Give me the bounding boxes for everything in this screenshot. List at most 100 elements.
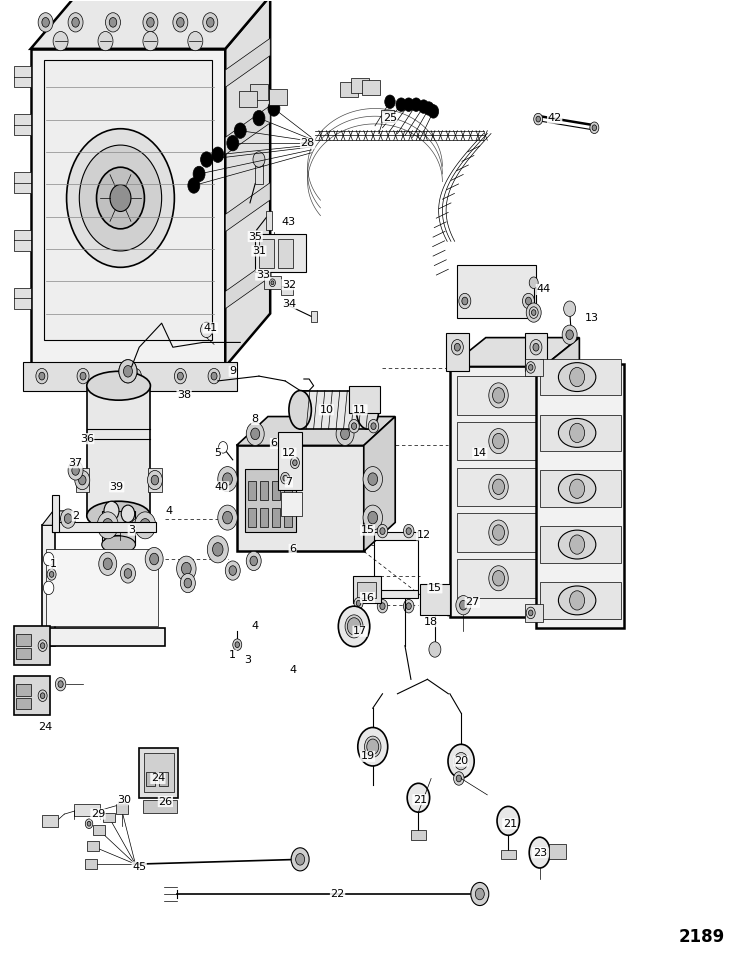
Circle shape bbox=[251, 428, 260, 440]
Circle shape bbox=[476, 888, 484, 899]
Circle shape bbox=[67, 129, 174, 267]
Ellipse shape bbox=[559, 418, 596, 447]
Circle shape bbox=[44, 552, 54, 566]
Circle shape bbox=[40, 643, 45, 649]
Bar bbox=[536, 363, 624, 629]
Ellipse shape bbox=[559, 530, 596, 559]
Circle shape bbox=[212, 543, 223, 556]
Text: 22: 22 bbox=[331, 889, 345, 899]
Circle shape bbox=[47, 569, 56, 580]
Circle shape bbox=[340, 428, 350, 440]
Circle shape bbox=[226, 136, 238, 150]
Bar bbox=[458, 513, 536, 551]
Bar bbox=[458, 422, 536, 461]
Ellipse shape bbox=[489, 566, 508, 591]
Bar bbox=[525, 333, 548, 371]
Text: 9: 9 bbox=[230, 366, 236, 376]
Text: 31: 31 bbox=[252, 246, 266, 256]
Circle shape bbox=[424, 102, 434, 116]
Circle shape bbox=[104, 501, 119, 521]
Bar bbox=[540, 526, 620, 563]
Bar bbox=[259, 239, 274, 268]
Bar bbox=[248, 481, 256, 500]
Bar bbox=[362, 80, 380, 95]
Bar bbox=[14, 229, 31, 251]
Bar bbox=[260, 481, 268, 500]
Circle shape bbox=[570, 591, 584, 610]
Ellipse shape bbox=[289, 390, 311, 429]
Circle shape bbox=[132, 519, 142, 532]
Circle shape bbox=[68, 461, 83, 480]
Bar bbox=[14, 627, 50, 665]
Circle shape bbox=[280, 472, 290, 484]
Bar bbox=[14, 67, 31, 88]
Text: 8: 8 bbox=[252, 415, 259, 424]
Circle shape bbox=[246, 551, 261, 571]
Circle shape bbox=[104, 558, 112, 570]
Circle shape bbox=[454, 343, 460, 351]
Text: 30: 30 bbox=[117, 794, 131, 805]
Circle shape bbox=[223, 473, 232, 485]
Circle shape bbox=[172, 13, 188, 32]
Circle shape bbox=[42, 17, 50, 27]
Text: 4: 4 bbox=[166, 506, 172, 516]
Circle shape bbox=[99, 552, 117, 576]
Bar bbox=[116, 804, 128, 814]
Circle shape bbox=[188, 32, 202, 51]
Polygon shape bbox=[225, 0, 270, 366]
Bar bbox=[550, 844, 566, 859]
Bar bbox=[540, 470, 620, 507]
Circle shape bbox=[202, 13, 217, 32]
Circle shape bbox=[452, 339, 464, 355]
Bar bbox=[540, 582, 620, 619]
Bar bbox=[16, 698, 32, 710]
Text: 33: 33 bbox=[256, 270, 270, 280]
Bar bbox=[420, 584, 450, 615]
Bar bbox=[458, 559, 536, 598]
Circle shape bbox=[336, 422, 354, 445]
Circle shape bbox=[404, 98, 414, 112]
Bar bbox=[144, 754, 173, 792]
Text: 15: 15 bbox=[428, 583, 442, 593]
Text: 44: 44 bbox=[536, 284, 550, 294]
Bar bbox=[245, 469, 296, 532]
Circle shape bbox=[211, 147, 223, 162]
Ellipse shape bbox=[345, 615, 363, 638]
Circle shape bbox=[592, 125, 596, 131]
Circle shape bbox=[152, 475, 159, 485]
Circle shape bbox=[177, 372, 183, 380]
Bar bbox=[76, 468, 89, 492]
Circle shape bbox=[130, 368, 142, 384]
Circle shape bbox=[223, 511, 232, 523]
Bar bbox=[14, 677, 50, 715]
Ellipse shape bbox=[454, 753, 468, 770]
Bar bbox=[14, 172, 31, 193]
Circle shape bbox=[536, 117, 541, 122]
Circle shape bbox=[121, 564, 136, 583]
Bar bbox=[268, 90, 286, 105]
Circle shape bbox=[291, 847, 309, 870]
Polygon shape bbox=[31, 0, 270, 49]
Circle shape bbox=[380, 527, 385, 534]
Bar bbox=[260, 508, 268, 527]
Bar bbox=[42, 629, 166, 646]
Bar bbox=[278, 239, 292, 268]
Circle shape bbox=[150, 553, 159, 565]
Circle shape bbox=[235, 642, 239, 648]
Circle shape bbox=[180, 574, 195, 593]
Text: 41: 41 bbox=[203, 323, 217, 333]
Circle shape bbox=[211, 372, 217, 380]
Polygon shape bbox=[236, 416, 395, 445]
Circle shape bbox=[352, 423, 357, 430]
Bar bbox=[278, 432, 302, 490]
Circle shape bbox=[124, 365, 133, 377]
Circle shape bbox=[208, 368, 220, 384]
Bar bbox=[85, 859, 97, 869]
Circle shape bbox=[271, 281, 274, 284]
Ellipse shape bbox=[87, 371, 151, 400]
Bar bbox=[374, 532, 419, 540]
Circle shape bbox=[534, 114, 543, 125]
Text: 18: 18 bbox=[424, 617, 438, 627]
Circle shape bbox=[200, 322, 212, 337]
Circle shape bbox=[368, 473, 377, 485]
